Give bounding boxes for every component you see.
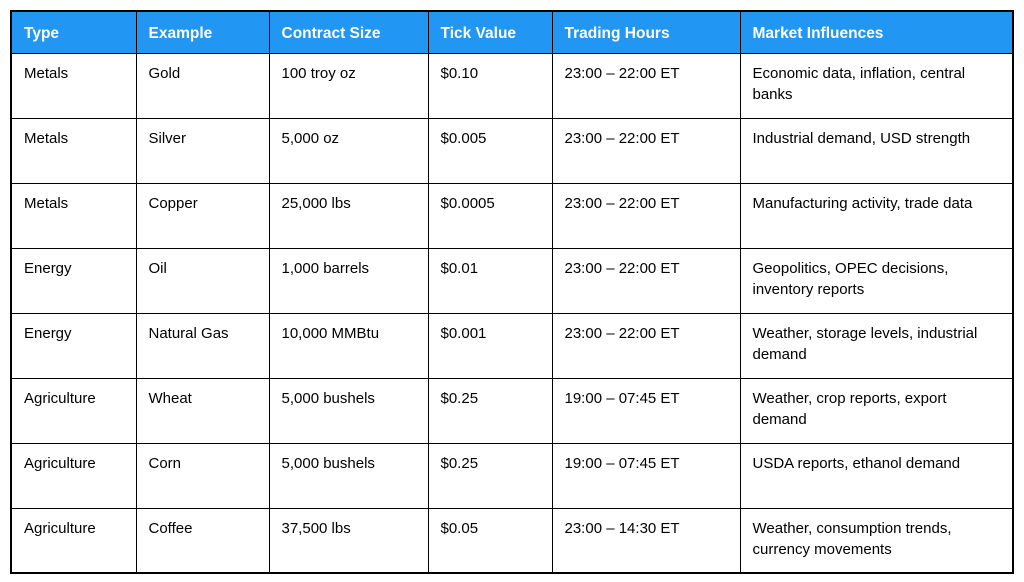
table-row-gold: Metals Gold 100 troy oz $0.10 23:00 – 22…	[10, 52, 1014, 119]
cell-trading-hours: 19:00 – 07:45 ET	[551, 377, 741, 444]
cell-example: Wheat	[135, 377, 270, 444]
cell-market-influences: Manufacturing activity, trade data	[739, 182, 1014, 249]
cell-contract-size: 5,000 bushels	[268, 442, 429, 509]
cell-tick-value: $0.25	[427, 377, 553, 444]
column-header-market-influences: Market Influences	[739, 10, 1014, 54]
cell-example: Corn	[135, 442, 270, 509]
cell-example: Coffee	[135, 507, 270, 574]
cell-trading-hours: 23:00 – 22:00 ET	[551, 182, 741, 249]
cell-market-influences: Geopolitics, OPEC decisions, inventory r…	[739, 247, 1014, 314]
cell-trading-hours: 23:00 – 22:00 ET	[551, 52, 741, 119]
cell-market-influences: Weather, crop reports, export demand	[739, 377, 1014, 444]
futures-contracts-table: Type Example Contract Size Tick Value Tr…	[10, 10, 1014, 574]
cell-contract-size: 10,000 MMBtu	[268, 312, 429, 379]
cell-type: Metals	[10, 182, 137, 249]
cell-contract-size: 100 troy oz	[268, 52, 429, 119]
cell-trading-hours: 23:00 – 14:30 ET	[551, 507, 741, 574]
table-row-coffee: Agriculture Coffee 37,500 lbs $0.05 23:0…	[10, 507, 1014, 574]
cell-tick-value: $0.01	[427, 247, 553, 314]
table-row-silver: Metals Silver 5,000 oz $0.005 23:00 – 22…	[10, 117, 1014, 184]
cell-tick-value: $0.0005	[427, 182, 553, 249]
cell-market-influences: Industrial demand, USD strength	[739, 117, 1014, 184]
cell-type: Agriculture	[10, 442, 137, 509]
cell-market-influences: USDA reports, ethanol demand	[739, 442, 1014, 509]
cell-contract-size: 5,000 oz	[268, 117, 429, 184]
cell-trading-hours: 23:00 – 22:00 ET	[551, 247, 741, 314]
cell-contract-size: 1,000 barrels	[268, 247, 429, 314]
column-header-trading-hours: Trading Hours	[551, 10, 741, 54]
cell-example: Gold	[135, 52, 270, 119]
cell-trading-hours: 23:00 – 22:00 ET	[551, 117, 741, 184]
column-header-contract-size: Contract Size	[268, 10, 429, 54]
column-header-tick-value: Tick Value	[427, 10, 553, 54]
cell-type: Agriculture	[10, 507, 137, 574]
cell-example: Copper	[135, 182, 270, 249]
cell-tick-value: $0.001	[427, 312, 553, 379]
cell-market-influences: Weather, consumption trends, currency mo…	[739, 507, 1014, 574]
table-row-corn: Agriculture Corn 5,000 bushels $0.25 19:…	[10, 442, 1014, 509]
cell-tick-value: $0.005	[427, 117, 553, 184]
table-row-copper: Metals Copper 25,000 lbs $0.0005 23:00 –…	[10, 182, 1014, 249]
column-header-example: Example	[135, 10, 270, 54]
table-row-wheat: Agriculture Wheat 5,000 bushels $0.25 19…	[10, 377, 1014, 444]
cell-type: Metals	[10, 52, 137, 119]
cell-type: Energy	[10, 312, 137, 379]
cell-type: Metals	[10, 117, 137, 184]
cell-example: Natural Gas	[135, 312, 270, 379]
cell-market-influences: Economic data, inflation, central banks	[739, 52, 1014, 119]
cell-market-influences: Weather, storage levels, industrial dema…	[739, 312, 1014, 379]
cell-example: Oil	[135, 247, 270, 314]
cell-contract-size: 37,500 lbs	[268, 507, 429, 574]
cell-trading-hours: 23:00 – 22:00 ET	[551, 312, 741, 379]
cell-tick-value: $0.05	[427, 507, 553, 574]
cell-contract-size: 25,000 lbs	[268, 182, 429, 249]
cell-trading-hours: 19:00 – 07:45 ET	[551, 442, 741, 509]
cell-contract-size: 5,000 bushels	[268, 377, 429, 444]
table-row-oil: Energy Oil 1,000 barrels $0.01 23:00 – 2…	[10, 247, 1014, 314]
cell-tick-value: $0.25	[427, 442, 553, 509]
cell-type: Agriculture	[10, 377, 137, 444]
futures-table-container: Type Example Contract Size Tick Value Tr…	[10, 10, 1014, 574]
table-row-natural-gas: Energy Natural Gas 10,000 MMBtu $0.001 2…	[10, 312, 1014, 379]
cell-example: Silver	[135, 117, 270, 184]
column-header-type: Type	[10, 10, 137, 54]
header-row: Type Example Contract Size Tick Value Tr…	[10, 10, 1014, 54]
cell-type: Energy	[10, 247, 137, 314]
cell-tick-value: $0.10	[427, 52, 553, 119]
